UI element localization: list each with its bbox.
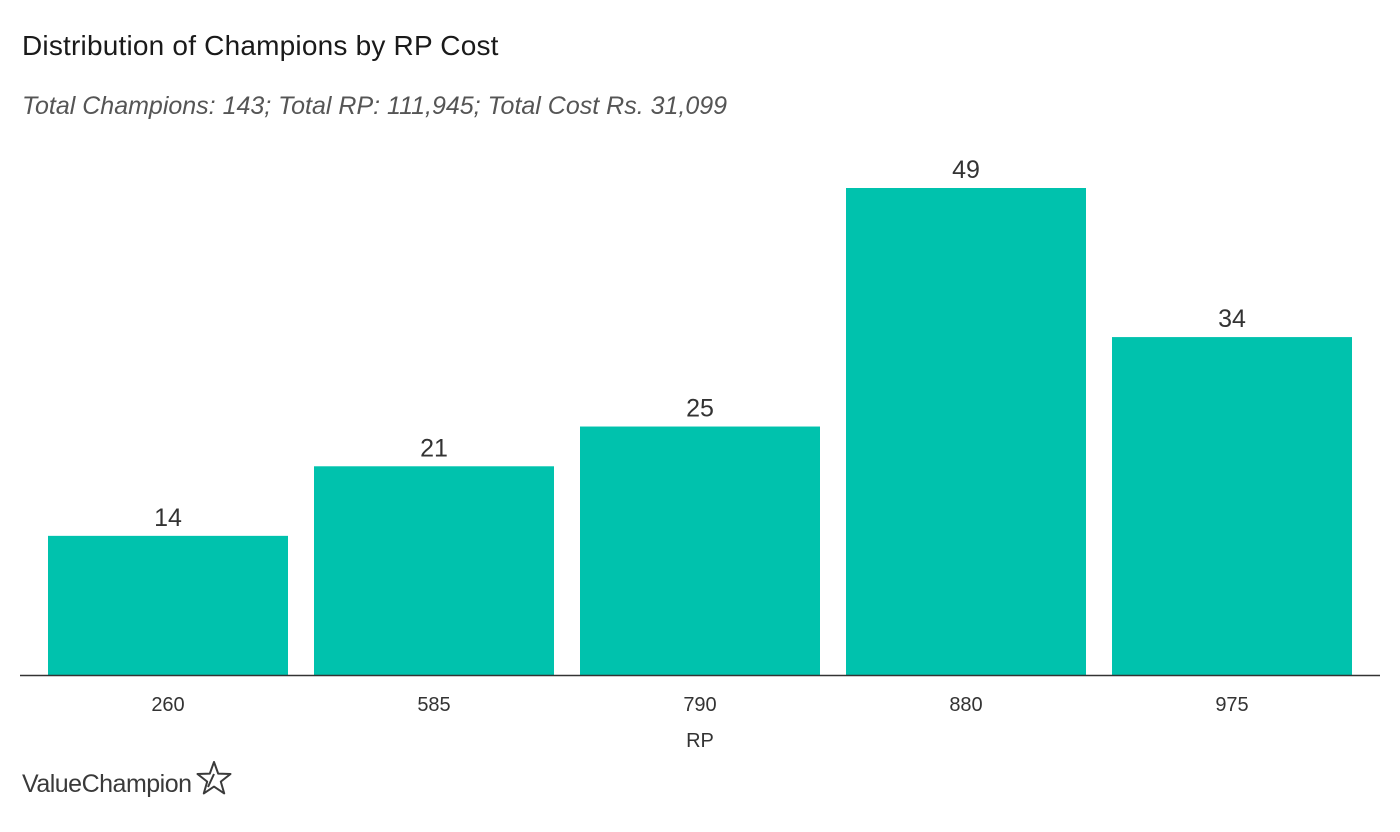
- star-icon: [196, 760, 232, 801]
- data-label-260: 14: [154, 504, 182, 532]
- data-label-880: 49: [952, 156, 980, 184]
- bar-880: [846, 188, 1086, 675]
- x-tick-label-260: 260: [151, 694, 184, 716]
- valuechampion-logo: ValueChampion: [22, 760, 232, 804]
- x-tick-labels-group: 260 585 790 880 975: [151, 694, 1248, 716]
- bars-group: [48, 188, 1352, 675]
- bar-790: [580, 426, 820, 675]
- x-tick-label-880: 880: [949, 694, 982, 716]
- bar-585: [314, 466, 554, 675]
- chart-subtitle: Total Champions: 143; Total RP: 111,945;…: [22, 92, 728, 120]
- x-tick-label-790: 790: [683, 694, 716, 716]
- chart-title: Distribution of Champions by RP Cost: [22, 30, 499, 61]
- x-tick-label-975: 975: [1215, 694, 1248, 716]
- bar-260: [48, 535, 288, 675]
- data-label-790: 25: [686, 395, 714, 423]
- x-tick-label-585: 585: [417, 694, 450, 716]
- data-label-585: 21: [420, 434, 448, 462]
- data-label-975: 34: [1218, 305, 1246, 333]
- x-axis-title: RP: [686, 730, 714, 752]
- logo-text: ValueChampion: [22, 769, 192, 798]
- data-labels-group: 14 21 25 49 34: [154, 156, 1246, 532]
- bar-975: [1112, 337, 1352, 675]
